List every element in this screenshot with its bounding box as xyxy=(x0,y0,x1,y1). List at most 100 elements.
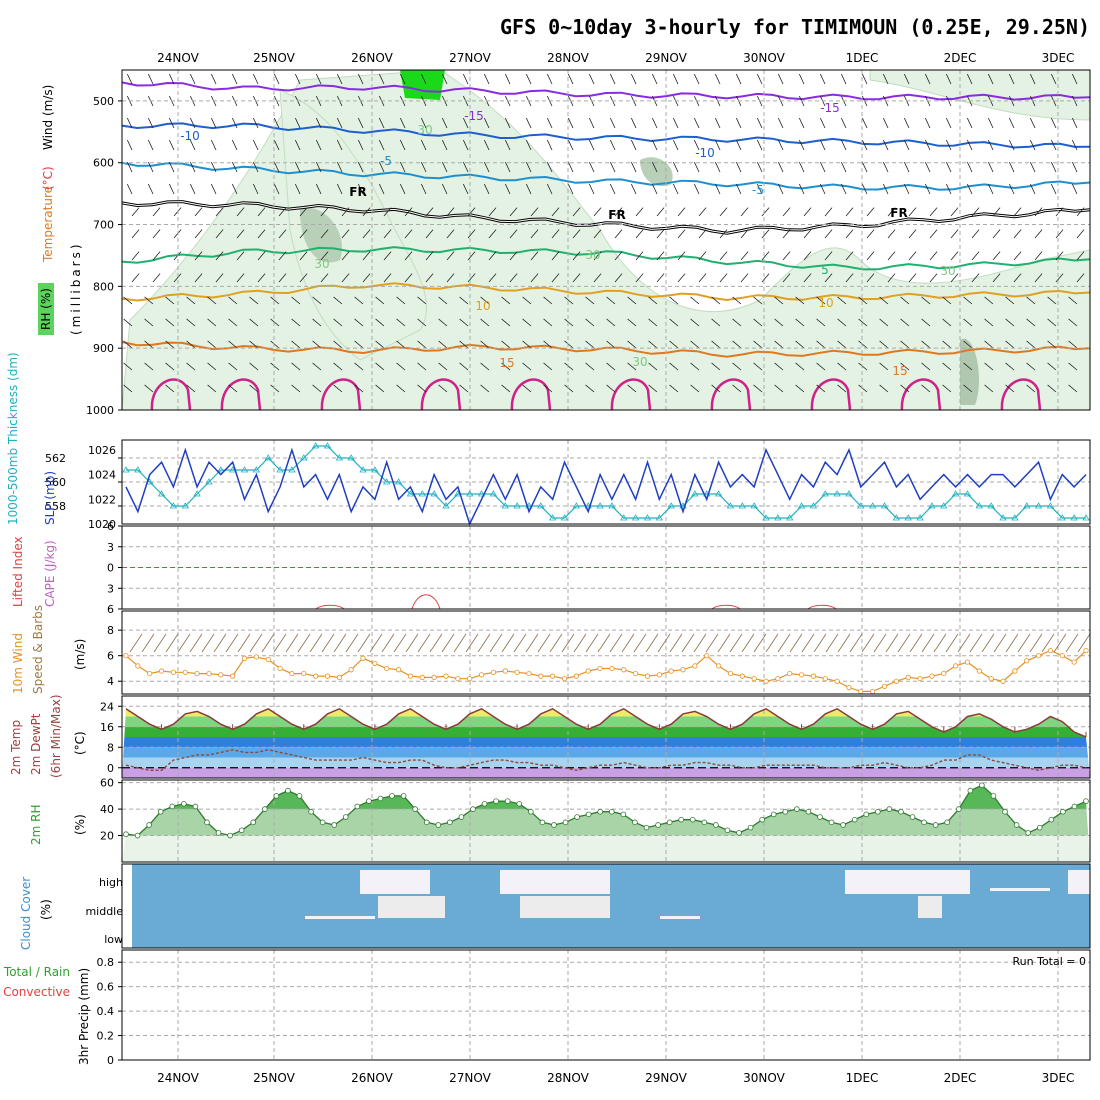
wind-barb xyxy=(837,296,847,305)
wind-speed-point xyxy=(621,667,627,673)
wind-barb xyxy=(168,161,175,173)
wind-barb xyxy=(194,273,203,283)
wind-barb xyxy=(1050,117,1057,129)
y-tick-label: 0.4 xyxy=(97,1005,115,1018)
y-tick-label: 16 xyxy=(100,721,114,734)
wind-barb xyxy=(614,251,623,261)
wind10-barb xyxy=(729,633,743,653)
thickness-point xyxy=(857,502,865,509)
wind-barb xyxy=(635,273,644,283)
wind-barb xyxy=(501,362,511,371)
wind-barb xyxy=(753,318,763,327)
wind-barb xyxy=(740,207,749,217)
wind-barb xyxy=(1026,296,1036,305)
wind-barb xyxy=(669,296,679,305)
wind-barb xyxy=(189,139,196,151)
rh2m-point xyxy=(516,801,523,807)
wind10-barb xyxy=(261,633,275,653)
wind-barb xyxy=(698,207,707,217)
wind-barb xyxy=(882,161,889,173)
isotherm-20 xyxy=(810,378,852,411)
isotherm-10 xyxy=(121,282,1091,302)
wind-barb xyxy=(362,207,371,217)
rh2m-point xyxy=(308,808,314,815)
wind10-barb xyxy=(945,633,959,653)
wind-barb xyxy=(278,273,287,283)
thickness-point xyxy=(596,502,604,509)
wind10-barb xyxy=(609,633,623,653)
thickness-point xyxy=(975,502,984,509)
rh2m-point xyxy=(805,808,812,815)
wind-barb xyxy=(194,207,203,217)
wind-barb xyxy=(819,183,826,195)
date-label: 3DEC xyxy=(1042,51,1075,65)
rh2m-point xyxy=(666,819,673,826)
rh2m-point xyxy=(713,822,719,828)
wind-barb xyxy=(963,362,973,371)
rh2m-point xyxy=(169,803,176,810)
wind-barb xyxy=(420,117,427,129)
temp-band xyxy=(122,737,1090,748)
wind-barb xyxy=(740,273,749,283)
thickness-point xyxy=(489,490,498,497)
wind-barb xyxy=(753,340,763,349)
wind-barb xyxy=(231,139,238,151)
cloud-gap-high xyxy=(360,870,430,894)
rh2m-point xyxy=(551,822,557,828)
wind10-barb xyxy=(669,633,683,653)
wind10-barb xyxy=(441,633,455,653)
wind-barb xyxy=(320,229,329,239)
bottom-date-axis: 24NOV 25NOV 26NOV 27NOV 28NOV 29NOV 30NO… xyxy=(157,1071,1074,1085)
isotherm-label: -5 xyxy=(380,154,392,168)
wind-barb xyxy=(630,73,637,85)
wind-barb xyxy=(480,384,490,393)
wind-barb xyxy=(291,340,301,349)
wind-barb xyxy=(333,296,343,305)
wind-barb xyxy=(312,296,322,305)
wind-barb xyxy=(194,229,203,239)
thickness-point xyxy=(631,514,640,521)
cape-axis-label: CAPE (J/kg) xyxy=(43,540,57,607)
panel-frame xyxy=(121,779,1091,863)
wind-barb xyxy=(614,207,623,217)
wind-barb xyxy=(210,139,217,151)
wind-barb xyxy=(546,139,553,151)
wind-speed-point xyxy=(1047,647,1054,654)
wind-barb xyxy=(194,251,203,261)
wind-barb xyxy=(236,229,245,239)
wind-barb xyxy=(383,251,392,261)
wind-barb xyxy=(315,183,322,195)
wind-speed-point xyxy=(182,669,188,675)
rh2m-point xyxy=(747,824,754,831)
rh2m-point xyxy=(389,793,395,799)
thickness-point xyxy=(335,454,344,461)
thickness-point xyxy=(726,502,735,509)
wind-barb xyxy=(903,73,910,85)
wind-barb xyxy=(627,296,637,305)
wind-barb xyxy=(858,362,868,371)
wind-barb xyxy=(795,362,805,371)
thickness-point xyxy=(1034,502,1043,509)
date-label: 28NOV xyxy=(547,1071,589,1085)
wind-barb xyxy=(420,139,427,151)
thickness-point xyxy=(880,502,889,509)
wind-barb xyxy=(585,318,595,327)
date-label: 27NOV xyxy=(449,1071,491,1085)
wind-barb xyxy=(467,229,476,239)
rh2m-point xyxy=(412,806,418,812)
wind-barb xyxy=(362,229,371,239)
wind-barb xyxy=(417,340,427,349)
wind-barb xyxy=(882,117,889,129)
wind-speed-point xyxy=(561,676,568,682)
wind-barb xyxy=(1055,207,1064,217)
thickness-point xyxy=(774,514,782,521)
wind-barb xyxy=(929,273,938,283)
y-tick-label: 500 xyxy=(93,95,114,108)
panel-frame xyxy=(121,863,1091,949)
wind-barb xyxy=(677,273,686,283)
rh2m-point xyxy=(782,808,789,815)
wind-barb xyxy=(231,183,238,195)
wind-barb xyxy=(1047,384,1057,393)
wind-barb xyxy=(866,251,875,261)
wind-barb xyxy=(669,340,679,349)
